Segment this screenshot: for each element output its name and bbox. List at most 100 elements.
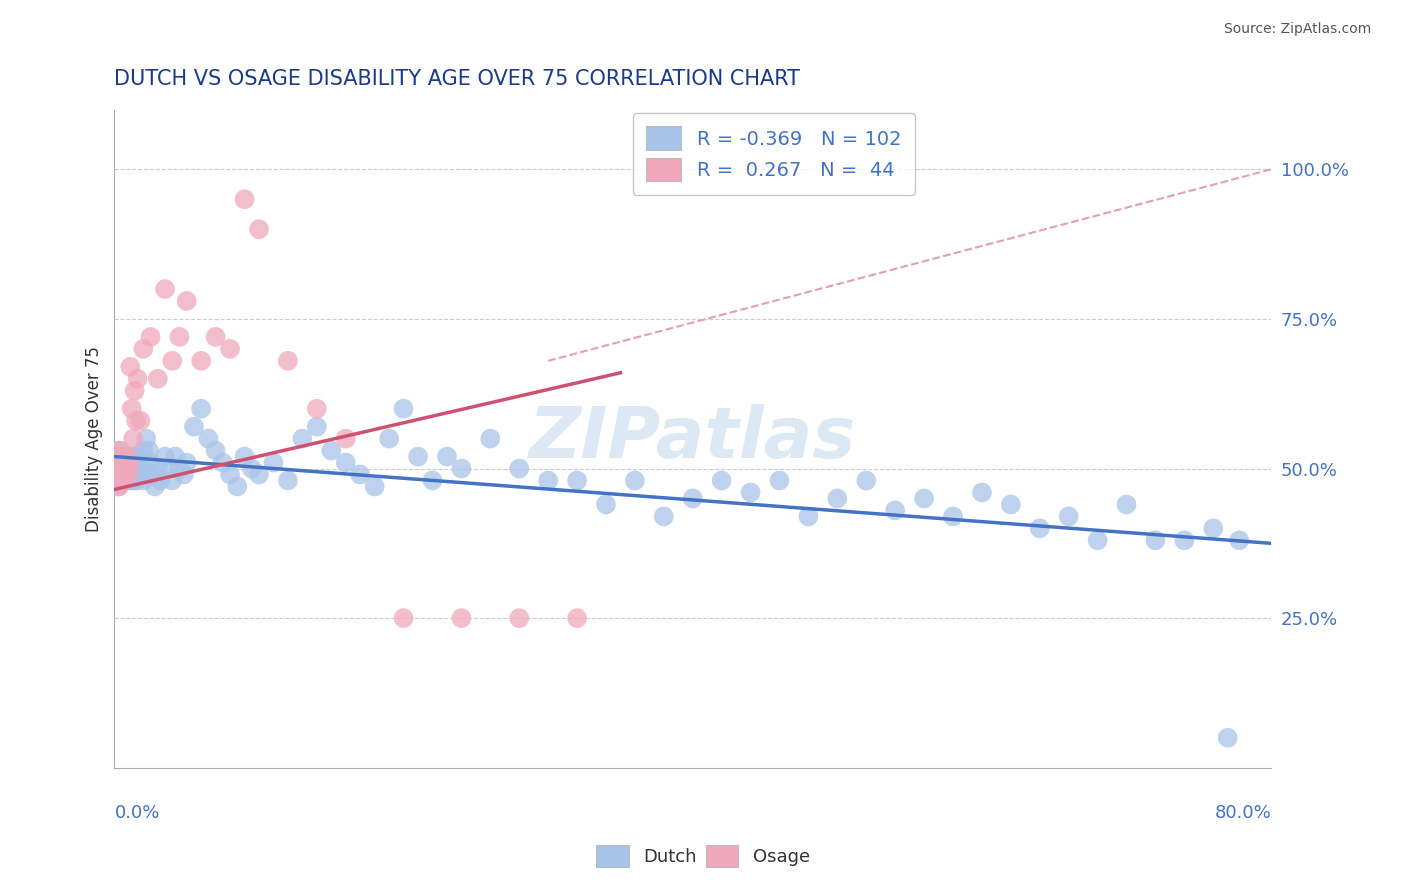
Point xyxy=(652,509,675,524)
Point xyxy=(111,461,134,475)
Text: Source: ZipAtlas.com: Source: ZipAtlas.com xyxy=(1223,22,1371,37)
Point xyxy=(912,491,935,506)
Point xyxy=(169,330,191,344)
Point xyxy=(204,330,226,344)
Point xyxy=(108,456,131,470)
Point xyxy=(1087,533,1109,548)
Point xyxy=(827,491,849,506)
Point xyxy=(114,456,136,470)
Point xyxy=(970,485,993,500)
Point xyxy=(139,456,162,470)
Point xyxy=(111,456,134,470)
Point xyxy=(1000,498,1022,512)
Point xyxy=(132,443,155,458)
Point xyxy=(768,474,790,488)
Point xyxy=(105,450,128,464)
Point xyxy=(107,479,129,493)
Point xyxy=(104,474,127,488)
Point xyxy=(226,479,249,493)
Point xyxy=(118,461,141,475)
Point xyxy=(183,419,205,434)
Point xyxy=(146,372,169,386)
Point xyxy=(117,450,139,464)
Point xyxy=(508,461,530,475)
Point xyxy=(247,467,270,482)
Point xyxy=(107,443,129,458)
Point xyxy=(422,474,444,488)
Point xyxy=(131,461,153,475)
Text: DUTCH VS OSAGE DISABILITY AGE OVER 75 CORRELATION CHART: DUTCH VS OSAGE DISABILITY AGE OVER 75 CO… xyxy=(114,69,800,88)
Point xyxy=(135,432,157,446)
Point xyxy=(321,443,343,458)
Point xyxy=(1115,498,1137,512)
Point xyxy=(132,342,155,356)
Point xyxy=(204,443,226,458)
Point xyxy=(125,474,148,488)
Point xyxy=(392,611,415,625)
Point xyxy=(305,419,328,434)
Point xyxy=(115,474,138,488)
Point xyxy=(125,414,148,428)
Point xyxy=(120,359,142,374)
Point xyxy=(855,474,877,488)
Point xyxy=(153,282,176,296)
Point xyxy=(378,432,401,446)
Point xyxy=(127,372,149,386)
Y-axis label: Disability Age Over 75: Disability Age Over 75 xyxy=(86,345,103,532)
Point xyxy=(219,467,242,482)
Point xyxy=(169,461,191,475)
Point xyxy=(107,450,129,464)
Point xyxy=(1216,731,1239,745)
Point xyxy=(305,401,328,416)
Point xyxy=(335,456,357,470)
Point xyxy=(118,461,141,475)
Point xyxy=(624,474,647,488)
Point xyxy=(479,432,502,446)
Point xyxy=(139,330,162,344)
Point xyxy=(127,461,149,475)
Point xyxy=(797,509,820,524)
Point xyxy=(108,443,131,458)
Point xyxy=(112,461,135,475)
Point xyxy=(146,461,169,475)
Point xyxy=(127,450,149,464)
Point xyxy=(108,467,131,482)
Point xyxy=(157,461,180,475)
Point xyxy=(392,401,415,416)
Point xyxy=(349,467,371,482)
Point xyxy=(219,342,242,356)
Point xyxy=(162,474,184,488)
Point xyxy=(118,456,141,470)
Point xyxy=(117,450,139,464)
Point xyxy=(112,461,135,475)
Point xyxy=(120,474,142,488)
Point xyxy=(124,384,146,398)
Point xyxy=(1057,509,1080,524)
Point xyxy=(122,474,145,488)
Point xyxy=(104,474,127,488)
Point xyxy=(363,479,385,493)
Point xyxy=(211,456,233,470)
Point xyxy=(121,461,143,475)
Point xyxy=(117,467,139,482)
Point xyxy=(190,354,212,368)
Point xyxy=(240,461,263,475)
Point xyxy=(165,450,187,464)
Point xyxy=(942,509,965,524)
Point xyxy=(114,467,136,482)
Point xyxy=(176,293,198,308)
Point xyxy=(143,479,166,493)
Point xyxy=(153,450,176,464)
Point xyxy=(277,474,299,488)
Point xyxy=(105,461,128,475)
Point xyxy=(565,474,588,488)
Point xyxy=(128,467,150,482)
Point xyxy=(132,474,155,488)
Text: 0.0%: 0.0% xyxy=(114,804,160,822)
Point xyxy=(406,450,429,464)
Point xyxy=(233,450,256,464)
Point xyxy=(190,401,212,416)
Point xyxy=(112,450,135,464)
Point xyxy=(233,192,256,206)
Point xyxy=(111,474,134,488)
